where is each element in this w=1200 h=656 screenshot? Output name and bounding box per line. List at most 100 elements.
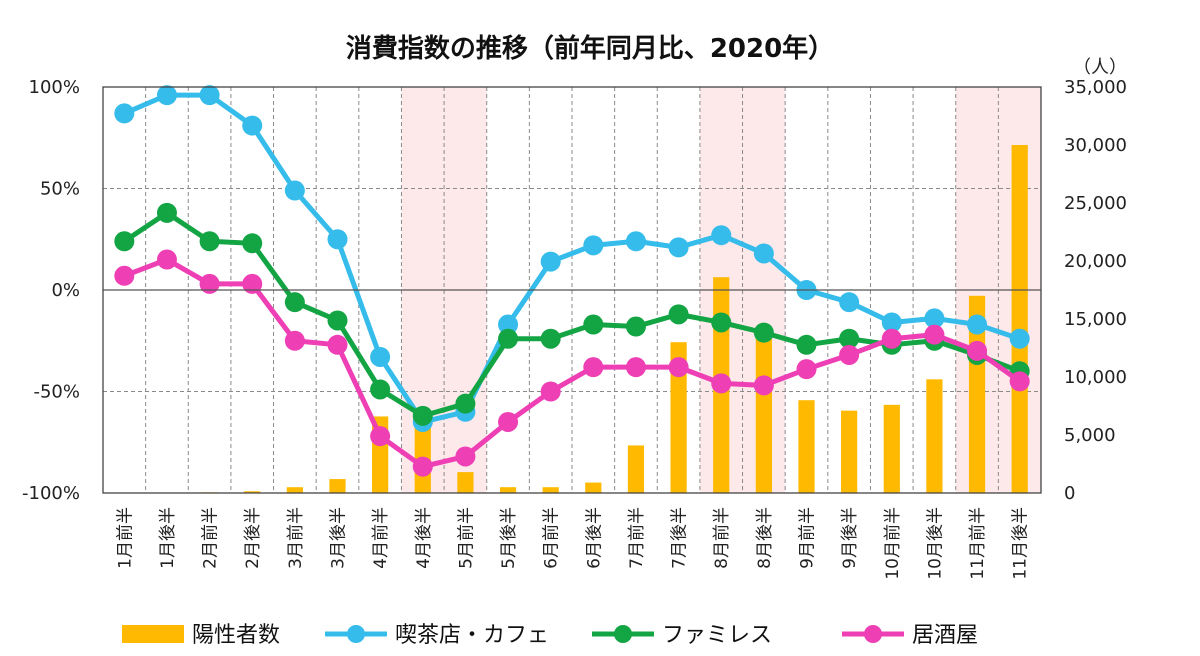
point-family-restaurant bbox=[114, 231, 135, 252]
point-cafe bbox=[498, 314, 519, 335]
right-tick-label: 15,000 bbox=[1064, 309, 1127, 330]
x-tick-label: 4月前半 bbox=[371, 507, 391, 569]
right-tick-label: 20,000 bbox=[1064, 251, 1127, 272]
point-cafe bbox=[711, 225, 732, 246]
x-tick-label: 6月前半 bbox=[542, 507, 562, 569]
legend-marker-izakaya bbox=[864, 625, 882, 643]
point-izakaya bbox=[242, 273, 263, 294]
bar-positive-cases bbox=[244, 491, 261, 493]
legend-marker-cafe bbox=[347, 625, 365, 643]
point-family-restaurant bbox=[668, 304, 689, 325]
x-tick-label: 1月後半 bbox=[158, 507, 178, 569]
chart-title: 消費指数の推移（前年同月比、2020年） bbox=[346, 33, 834, 64]
x-tick-label: 6月後半 bbox=[584, 507, 604, 569]
bar-positive-cases bbox=[798, 400, 815, 493]
point-izakaya bbox=[1009, 371, 1030, 392]
legend-label-izakaya: 居酒屋 bbox=[912, 623, 978, 648]
point-izakaya bbox=[284, 330, 305, 351]
legend-label-family-restaurant: ファミレス bbox=[662, 623, 772, 648]
point-izakaya bbox=[412, 456, 433, 477]
x-tick-label: 11月後半 bbox=[1011, 507, 1031, 580]
point-cafe bbox=[370, 346, 391, 367]
point-family-restaurant bbox=[540, 328, 561, 349]
point-izakaya bbox=[370, 426, 391, 447]
point-cafe bbox=[924, 308, 945, 329]
right-tick-label: 35,000 bbox=[1064, 77, 1127, 98]
bar-positive-cases bbox=[883, 404, 900, 493]
point-family-restaurant bbox=[583, 314, 604, 335]
point-cafe bbox=[284, 180, 305, 201]
point-izakaya bbox=[796, 359, 817, 380]
bar-positive-cases bbox=[286, 487, 303, 493]
point-izakaya bbox=[839, 344, 860, 365]
x-tick-label: 5月前半 bbox=[456, 507, 476, 569]
point-family-restaurant bbox=[156, 202, 177, 223]
bar-positive-cases bbox=[457, 472, 474, 493]
point-izakaya bbox=[455, 446, 476, 467]
point-cafe bbox=[199, 85, 220, 106]
point-izakaya bbox=[199, 273, 220, 294]
x-tick-label: 7月後半 bbox=[670, 507, 690, 569]
point-family-restaurant bbox=[284, 292, 305, 313]
point-cafe bbox=[839, 292, 860, 313]
x-tick-label: 1月前半 bbox=[115, 507, 135, 569]
point-izakaya bbox=[924, 324, 945, 345]
point-izakaya bbox=[967, 340, 988, 361]
point-cafe bbox=[881, 312, 902, 333]
point-family-restaurant bbox=[796, 334, 817, 355]
x-tick-label: 11月前半 bbox=[968, 507, 988, 580]
x-tick-label: 4月後半 bbox=[414, 507, 434, 569]
point-izakaya bbox=[156, 249, 177, 270]
legend-marker-family-restaurant bbox=[614, 625, 632, 643]
right-tick-label: 0 bbox=[1064, 483, 1075, 504]
right-tick-label: 30,000 bbox=[1064, 135, 1127, 156]
point-family-restaurant bbox=[839, 328, 860, 349]
x-tick-label: 9月前半 bbox=[798, 507, 818, 569]
point-family-restaurant bbox=[455, 393, 476, 414]
point-family-restaurant bbox=[199, 231, 220, 252]
point-izakaya bbox=[753, 375, 774, 396]
bar-positive-cases bbox=[329, 479, 346, 493]
bar-positive-cases bbox=[585, 482, 602, 493]
x-tick-label: 2月前半 bbox=[201, 507, 221, 569]
left-tick-label: 100% bbox=[29, 77, 80, 98]
point-family-restaurant bbox=[711, 312, 732, 333]
point-cafe bbox=[583, 235, 604, 256]
point-family-restaurant bbox=[753, 322, 774, 343]
bar-positive-cases bbox=[670, 342, 687, 493]
point-izakaya bbox=[711, 373, 732, 394]
bar-positive-cases bbox=[926, 379, 943, 493]
x-tick-label: 5月後半 bbox=[499, 507, 519, 569]
right-tick-label: 5,000 bbox=[1064, 425, 1116, 446]
bar-positive-cases bbox=[499, 487, 517, 493]
point-izakaya bbox=[327, 334, 348, 355]
point-cafe bbox=[753, 243, 774, 264]
x-tick-label: 7月前半 bbox=[627, 507, 647, 569]
series-line-cafe bbox=[123, 92, 1021, 425]
point-cafe bbox=[967, 314, 988, 335]
right-tick-label: 25,000 bbox=[1064, 193, 1127, 214]
point-family-restaurant bbox=[370, 379, 391, 400]
left-tick-label: -100% bbox=[22, 483, 80, 504]
right-axis-unit: （人） bbox=[1073, 57, 1127, 78]
point-family-restaurant bbox=[625, 316, 646, 337]
point-izakaya bbox=[668, 357, 689, 378]
right-tick-label: 10,000 bbox=[1064, 367, 1127, 388]
x-tick-label: 3月後半 bbox=[329, 507, 349, 569]
bar-positive-cases bbox=[841, 410, 858, 493]
x-tick-label: 9月後半 bbox=[840, 507, 860, 569]
legend-swatch-positive-cases bbox=[122, 625, 184, 643]
point-izakaya bbox=[540, 381, 561, 402]
bar-positive-cases bbox=[542, 487, 559, 493]
point-cafe bbox=[540, 251, 561, 272]
x-tick-label: 2月後半 bbox=[243, 507, 263, 569]
x-tick-label: 3月前半 bbox=[286, 507, 306, 569]
point-cafe bbox=[1009, 328, 1030, 349]
point-izakaya bbox=[498, 411, 519, 432]
point-cafe bbox=[114, 103, 135, 124]
point-izakaya bbox=[881, 328, 902, 349]
x-tick-label: 8月前半 bbox=[712, 507, 732, 569]
point-izakaya bbox=[583, 357, 604, 378]
x-tick-label: 10月前半 bbox=[883, 507, 903, 580]
